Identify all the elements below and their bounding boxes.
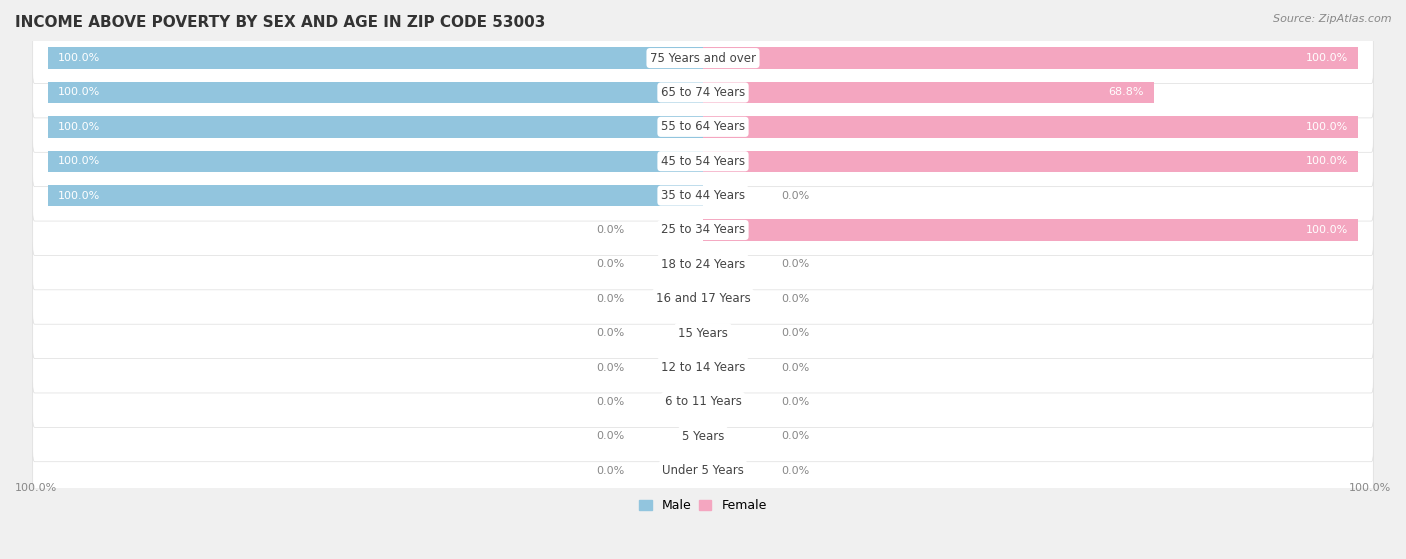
Text: 6 to 11 Years: 6 to 11 Years — [665, 395, 741, 409]
FancyBboxPatch shape — [32, 32, 1374, 83]
Text: 0.0%: 0.0% — [782, 259, 810, 269]
Text: 15 Years: 15 Years — [678, 326, 728, 340]
FancyBboxPatch shape — [32, 170, 1374, 221]
Text: 100.0%: 100.0% — [1306, 225, 1348, 235]
Text: 100.0%: 100.0% — [15, 483, 58, 493]
Text: 100.0%: 100.0% — [1306, 53, 1348, 63]
Bar — [703, 82, 1154, 103]
FancyBboxPatch shape — [32, 445, 1374, 496]
Text: 0.0%: 0.0% — [782, 363, 810, 372]
FancyBboxPatch shape — [32, 376, 1374, 427]
Text: 0.0%: 0.0% — [596, 294, 624, 304]
Text: 0.0%: 0.0% — [596, 432, 624, 441]
Text: 100.0%: 100.0% — [1348, 483, 1391, 493]
Text: 35 to 44 Years: 35 to 44 Years — [661, 189, 745, 202]
FancyBboxPatch shape — [32, 136, 1374, 187]
Bar — [703, 150, 1358, 172]
Text: 100.0%: 100.0% — [1306, 156, 1348, 166]
FancyBboxPatch shape — [32, 239, 1374, 290]
Text: 0.0%: 0.0% — [596, 225, 624, 235]
Text: 100.0%: 100.0% — [58, 191, 100, 201]
Text: 45 to 54 Years: 45 to 54 Years — [661, 155, 745, 168]
Text: 0.0%: 0.0% — [596, 328, 624, 338]
FancyBboxPatch shape — [32, 67, 1374, 118]
Bar — [48, 48, 703, 69]
Text: 100.0%: 100.0% — [58, 87, 100, 97]
Text: 68.8%: 68.8% — [1108, 87, 1144, 97]
Text: 0.0%: 0.0% — [782, 466, 810, 476]
Text: 25 to 34 Years: 25 to 34 Years — [661, 224, 745, 236]
Text: 55 to 64 Years: 55 to 64 Years — [661, 120, 745, 134]
FancyBboxPatch shape — [32, 342, 1374, 393]
Text: 0.0%: 0.0% — [596, 466, 624, 476]
Legend: Male, Female: Male, Female — [634, 494, 772, 518]
Text: 5 Years: 5 Years — [682, 430, 724, 443]
Bar — [703, 219, 1358, 241]
Text: 100.0%: 100.0% — [58, 122, 100, 132]
Text: 0.0%: 0.0% — [782, 432, 810, 441]
Text: Under 5 Years: Under 5 Years — [662, 464, 744, 477]
Text: 0.0%: 0.0% — [596, 397, 624, 407]
FancyBboxPatch shape — [32, 273, 1374, 324]
Bar — [703, 116, 1358, 138]
Text: 0.0%: 0.0% — [782, 397, 810, 407]
Text: 0.0%: 0.0% — [782, 191, 810, 201]
Text: 100.0%: 100.0% — [58, 53, 100, 63]
Bar — [703, 48, 1358, 69]
Text: 16 and 17 Years: 16 and 17 Years — [655, 292, 751, 305]
Text: INCOME ABOVE POVERTY BY SEX AND AGE IN ZIP CODE 53003: INCOME ABOVE POVERTY BY SEX AND AGE IN Z… — [15, 15, 546, 30]
Text: 18 to 24 Years: 18 to 24 Years — [661, 258, 745, 271]
FancyBboxPatch shape — [32, 411, 1374, 462]
Bar — [48, 185, 703, 206]
FancyBboxPatch shape — [32, 101, 1374, 152]
FancyBboxPatch shape — [32, 307, 1374, 358]
Text: 75 Years and over: 75 Years and over — [650, 51, 756, 65]
Text: 65 to 74 Years: 65 to 74 Years — [661, 86, 745, 99]
Text: 100.0%: 100.0% — [58, 156, 100, 166]
Text: 0.0%: 0.0% — [596, 259, 624, 269]
Bar — [48, 150, 703, 172]
Text: 12 to 14 Years: 12 to 14 Years — [661, 361, 745, 374]
Text: 100.0%: 100.0% — [1306, 122, 1348, 132]
FancyBboxPatch shape — [32, 205, 1374, 255]
Text: 0.0%: 0.0% — [782, 294, 810, 304]
Bar — [48, 82, 703, 103]
Text: 0.0%: 0.0% — [782, 328, 810, 338]
Bar — [48, 116, 703, 138]
Text: 0.0%: 0.0% — [596, 363, 624, 372]
Text: Source: ZipAtlas.com: Source: ZipAtlas.com — [1274, 14, 1392, 24]
